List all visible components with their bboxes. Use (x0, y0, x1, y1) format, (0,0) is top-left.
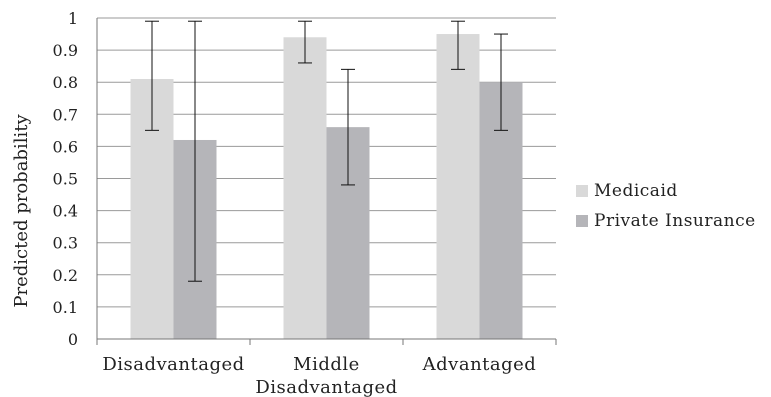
bars (130, 34, 523, 340)
y-tick-label-5: 0.5 (53, 170, 78, 189)
x-tick-labels: Disadvantaged MiddleDisadvantagedAdvantag… (102, 354, 536, 397)
y-tick-label-0: 0 (68, 330, 78, 349)
bar-0-1 (283, 37, 327, 339)
legend-swatch-private-insurance (576, 215, 588, 227)
y-tick-label-10: 1 (68, 9, 78, 28)
y-tick-label-4: 0.4 (53, 202, 78, 221)
y-tick-label-8: 0.8 (53, 73, 78, 92)
legend-item-private-insurance: Private Insurance (576, 206, 756, 236)
y-tick-labels: 0 0.1 0.2 0.3 0.4 0.5 0.6 0.7 0.8 0.9 1 (53, 9, 78, 349)
legend: Medicaid Private Insurance (576, 176, 756, 236)
axes (96, 18, 557, 345)
legend-item-medicaid: Medicaid (576, 176, 756, 206)
x-tick-label-2-0: Advantaged (422, 354, 537, 375)
y-axis-label: Predicted probability (11, 114, 32, 308)
legend-label-private-insurance: Private Insurance (594, 211, 756, 231)
y-tick-label-1: 0.1 (53, 298, 78, 317)
x-tick-label-0-0: Disadvantaged (102, 354, 244, 375)
error-bars (145, 20, 508, 282)
x-tick-label-1-0: Middle (293, 354, 360, 375)
x-tick-label-1-1: Disadvantaged (255, 377, 397, 397)
y-tick-label-6: 0.6 (53, 137, 78, 156)
y-tick-label-9: 0.9 (53, 41, 78, 60)
bar-0-2 (436, 34, 480, 340)
legend-label-medicaid: Medicaid (594, 181, 678, 201)
y-tick-label-2: 0.2 (53, 266, 78, 285)
y-tick-label-3: 0.3 (53, 234, 78, 253)
y-tick-label-7: 0.7 (53, 105, 78, 124)
legend-swatch-medicaid (576, 185, 588, 197)
